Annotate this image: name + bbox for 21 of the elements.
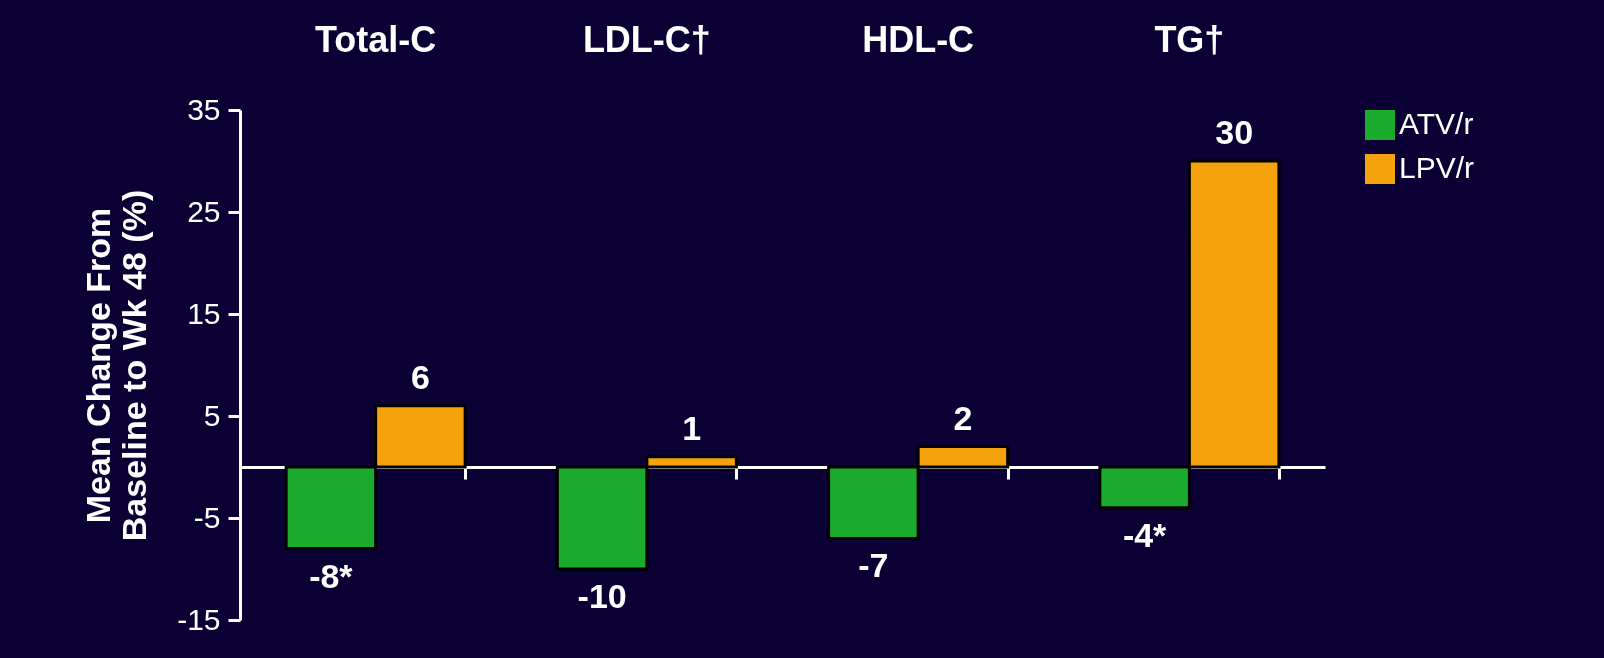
data-label: 6 — [410, 357, 430, 396]
data-label: -7 — [858, 546, 889, 585]
data-label: -8* — [309, 556, 354, 595]
x-tick-label: HDL-C — [862, 19, 975, 60]
y-tick-label: 35 — [187, 92, 221, 126]
data-label: -10 — [577, 577, 627, 615]
data-label: -4* — [1122, 515, 1168, 554]
x-tick-label: TG† — [1154, 19, 1225, 60]
legend-label: ATV/r — [1399, 107, 1474, 140]
data-label: 1 — [682, 408, 702, 447]
data-label: 2 — [953, 398, 973, 437]
data-label: 30 — [1215, 113, 1254, 151]
y-axis-title: Mean Change From Baseline to Wk 48 (%) — [79, 189, 154, 542]
y-tick-label: 5 — [203, 398, 221, 432]
y-tick-label: -5 — [193, 500, 221, 534]
y-tick-label: 15 — [187, 296, 221, 330]
legend-label: LPV/r — [1399, 151, 1475, 184]
x-tick-label: Total-C — [314, 19, 437, 60]
y-tick-label: -15 — [177, 602, 221, 636]
x-tick-label: LDL-C† — [582, 19, 711, 60]
y-tick-label: 25 — [187, 194, 221, 228]
